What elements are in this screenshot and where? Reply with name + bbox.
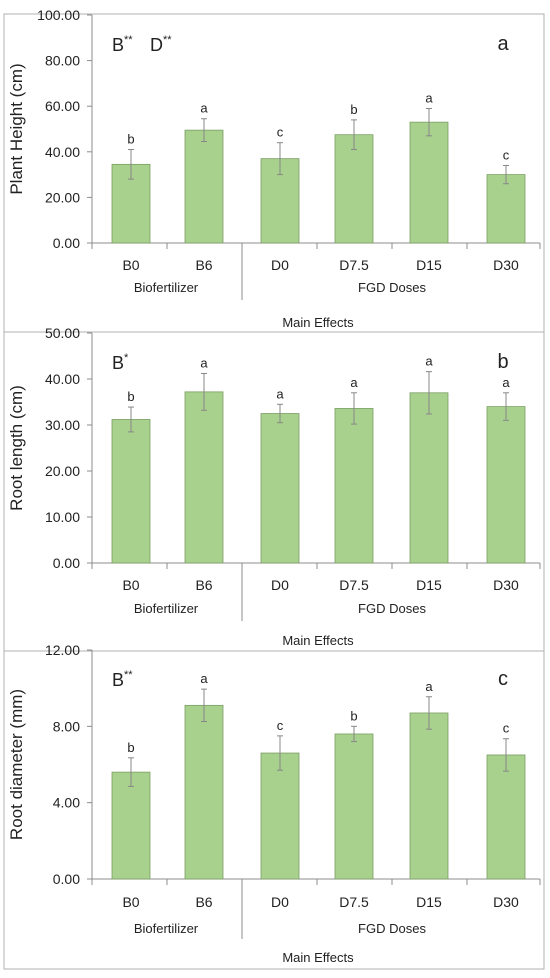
- significance-letter: c: [503, 147, 510, 162]
- significance-letter: b: [350, 708, 357, 723]
- x-tick-label: D7.5: [339, 577, 369, 593]
- bar: [184, 129, 224, 244]
- y-tick-label: 4.00: [53, 795, 80, 811]
- y-axis-title: Plant Height (cm): [7, 63, 26, 194]
- significance-letter: a: [502, 375, 510, 390]
- significance-letter: c: [503, 721, 510, 736]
- y-tick-label: 40.00: [45, 371, 80, 387]
- bar: [334, 134, 374, 244]
- x-tick-label: B0: [122, 577, 139, 593]
- bar: [409, 121, 449, 244]
- significance-marker: B*: [112, 352, 129, 373]
- bar: [111, 419, 151, 564]
- significance-letter: b: [127, 740, 134, 755]
- bar: [409, 392, 449, 564]
- x-tick-label: D30: [493, 894, 519, 910]
- panel-letter: c: [498, 668, 508, 690]
- bar: [184, 704, 224, 880]
- group-label: Biofertilizer: [134, 601, 199, 616]
- y-tick-label: 100.00: [37, 7, 80, 23]
- bar: [111, 771, 151, 880]
- group-label: FGD Doses: [358, 601, 426, 616]
- y-tick-label: 50.00: [45, 325, 80, 341]
- significance-letter: a: [350, 375, 358, 390]
- x-tick-label: D15: [416, 894, 442, 910]
- y-axis-title: Root diameter (mm): [7, 689, 26, 840]
- bar: [486, 406, 526, 564]
- x-tick-label: D15: [416, 257, 442, 273]
- significance-letter: a: [200, 671, 208, 686]
- significance-letter: a: [200, 101, 208, 116]
- y-tick-label: 10.00: [45, 509, 80, 525]
- x-tick-label: D15: [416, 577, 442, 593]
- significance-letter: b: [350, 102, 357, 117]
- significance-letter: a: [425, 354, 433, 369]
- significance-letter: a: [425, 679, 433, 694]
- bar: [260, 413, 300, 564]
- x-tick-label: D30: [493, 257, 519, 273]
- significance-letter: a: [425, 90, 433, 105]
- significance-letter: a: [200, 355, 208, 370]
- bar: [260, 752, 300, 880]
- y-tick-label: 40.00: [45, 144, 80, 160]
- bar: [486, 174, 526, 244]
- significance-letter: b: [127, 389, 134, 404]
- x-axis-title: Main Effects: [282, 315, 354, 330]
- significance-marker: B**: [112, 34, 133, 55]
- group-label: Biofertilizer: [134, 921, 199, 936]
- group-label: FGD Doses: [358, 921, 426, 936]
- group-label: FGD Doses: [358, 280, 426, 295]
- x-tick-label: D0: [271, 577, 289, 593]
- group-label: Biofertilizer: [134, 280, 199, 295]
- x-tick-label: D0: [271, 894, 289, 910]
- significance-letter: c: [277, 125, 284, 140]
- y-tick-label: 0.00: [53, 235, 80, 251]
- x-tick-label: B0: [122, 894, 139, 910]
- significance-letter: a: [276, 386, 284, 401]
- bar: [409, 712, 449, 880]
- x-tick-label: B6: [195, 577, 212, 593]
- y-tick-label: 0.00: [53, 871, 80, 887]
- panel-letter: b: [497, 351, 508, 373]
- y-tick-label: 20.00: [45, 189, 80, 205]
- panel-letter: a: [497, 33, 509, 55]
- y-tick-label: 8.00: [53, 718, 80, 734]
- x-tick-label: D7.5: [339, 894, 369, 910]
- y-tick-label: 60.00: [45, 98, 80, 114]
- y-axis-title: Root length (cm): [7, 385, 26, 511]
- x-tick-label: B6: [195, 257, 212, 273]
- x-axis-title: Main Effects: [282, 950, 354, 965]
- chart-panel-a: 0.00 20.00 40.00 60.00 80.00 100.00 Plant Heig…: [4, 7, 544, 333]
- chart-panel-c: 0.00 4.00 8.00 12.00 Root diameter (mm) b B0 a B…: [4, 642, 544, 970]
- y-tick-label: 0.00: [53, 555, 80, 571]
- chart-panel-b: 0.00 10.00 20.00 30.00 40.00 50.00 Root length…: [4, 325, 544, 652]
- significance-marker: B**: [112, 669, 133, 690]
- x-tick-label: B6: [195, 894, 212, 910]
- bar: [334, 733, 374, 880]
- y-tick-label: 80.00: [45, 53, 80, 69]
- x-tick-label: D7.5: [339, 257, 369, 273]
- y-tick-label: 12.00: [45, 642, 80, 658]
- x-tick-label: D30: [493, 577, 519, 593]
- significance-letter: c: [277, 718, 284, 733]
- x-tick-label: B0: [122, 257, 139, 273]
- y-tick-label: 30.00: [45, 417, 80, 433]
- x-tick-label: D0: [271, 257, 289, 273]
- y-tick-label: 20.00: [45, 463, 80, 479]
- bar: [486, 754, 526, 880]
- bar: [184, 391, 224, 564]
- significance-marker: D**: [150, 34, 172, 55]
- x-axis-title: Main Effects: [282, 633, 354, 648]
- significance-letter: b: [127, 132, 134, 147]
- bar: [334, 408, 374, 564]
